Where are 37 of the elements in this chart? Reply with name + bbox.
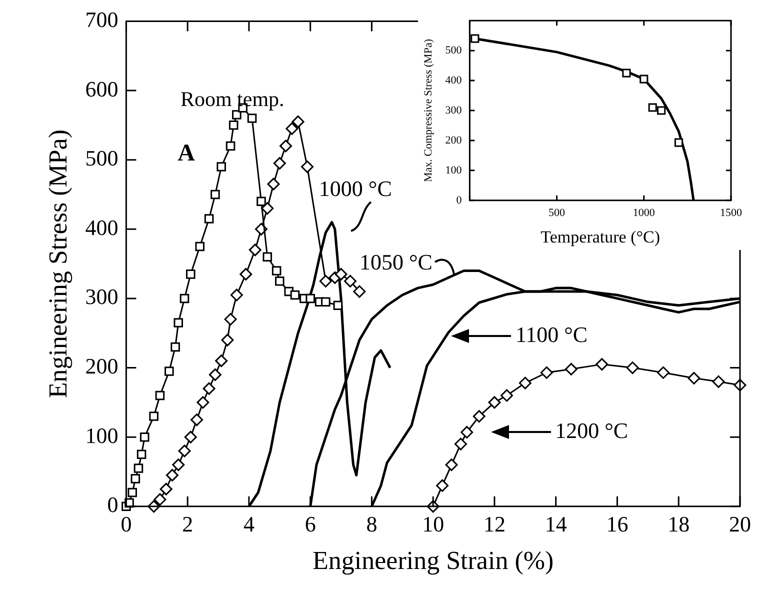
y-tick-label: 600 — [85, 76, 118, 102]
x-tick-label: 4 — [243, 511, 254, 536]
y-tick-label: 0 — [456, 194, 462, 206]
annotation: 1000 °C — [318, 176, 392, 201]
annotation: 1050 °C — [359, 249, 432, 274]
y-tick-label: 100 — [445, 164, 462, 176]
x-tick-label: 2 — [182, 511, 194, 536]
annotation: A — [178, 140, 196, 166]
x-axis-title: Engineering Strain (%) — [312, 546, 554, 576]
x-tick-label: 14 — [544, 511, 567, 536]
annotation: 1100 °C — [515, 322, 588, 348]
y-tick-label: 500 — [85, 146, 118, 171]
y-tick-label: 300 — [85, 284, 118, 310]
y-tick-label: 500 — [445, 44, 462, 56]
x-axis-title: Temperature (°C) — [540, 227, 660, 246]
x-tick-label: 10 — [422, 511, 444, 536]
y-tick-label: 0 — [107, 492, 118, 518]
annotation: Room temp. — [180, 86, 284, 111]
annotation: 1200 °C — [555, 418, 628, 444]
x-tick-label: 500 — [548, 206, 566, 219]
y-tick-label: 200 — [85, 354, 118, 379]
y-tick-label: 100 — [85, 422, 118, 448]
x-tick-label: 1000 — [632, 206, 656, 219]
y-tick-label: 200 — [445, 134, 462, 146]
x-tick-label: 6 — [304, 511, 316, 536]
x-tick-label: 20 — [729, 511, 751, 536]
y-tick-label: 300 — [445, 104, 462, 116]
x-tick-label: 1500 — [720, 206, 742, 219]
x-tick-label: 18 — [668, 511, 690, 536]
x-tick-label: 16 — [606, 511, 628, 536]
y-tick-label: 700 — [85, 6, 118, 32]
x-tick-label: 8 — [366, 511, 378, 536]
y-tick-label: 400 — [445, 74, 462, 86]
y-axis-title: Engineering Stress (MPa) — [43, 129, 72, 398]
y-tick-label: 400 — [85, 214, 118, 240]
y-axis-title: Max. Compressive Stress (MPa) — [422, 38, 434, 182]
x-tick-label: 12 — [483, 511, 506, 536]
